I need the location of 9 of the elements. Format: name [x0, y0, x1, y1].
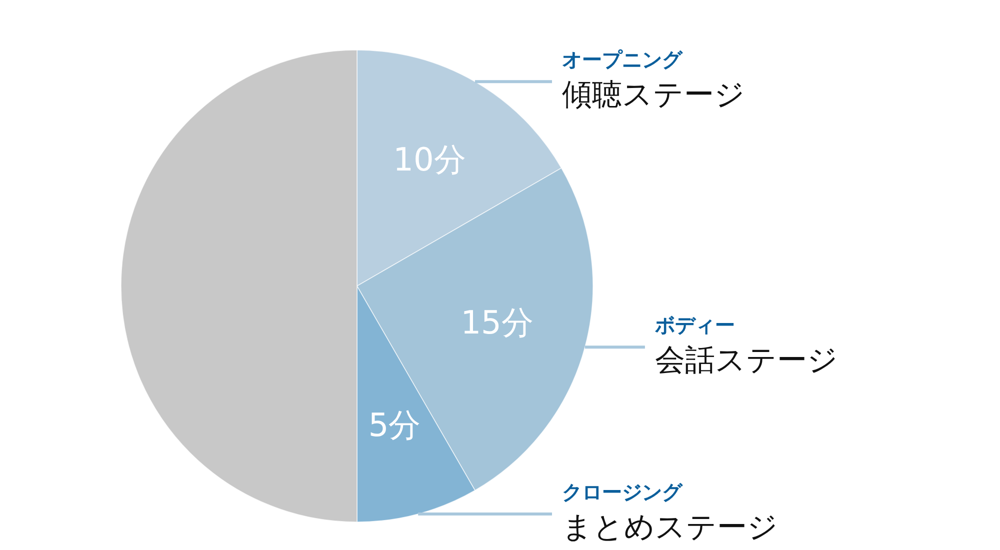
slice-label: 傾聴ステージ [562, 78, 745, 113]
text: オープニング [562, 48, 683, 72]
data-label: 15分 [460, 304, 534, 342]
text: クロージング [562, 480, 683, 504]
slice-label: 会話ステージ [654, 343, 838, 378]
data-label: 10分 [393, 140, 466, 178]
slice-label: まとめステージ [562, 510, 778, 545]
data-label: 5分 [368, 406, 421, 444]
text: ボディー [654, 313, 735, 338]
